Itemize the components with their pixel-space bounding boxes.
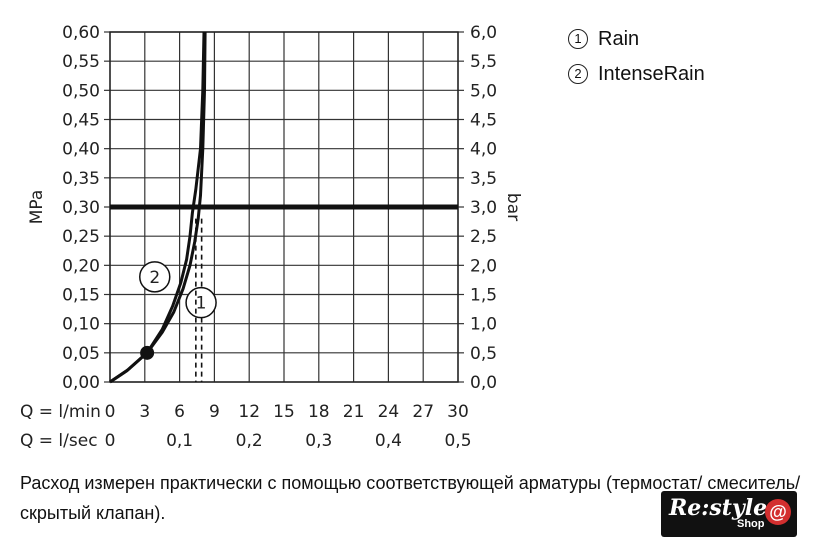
legend-label-rain: Rain: [598, 28, 640, 50]
y-left-tick-label: 0,55: [62, 52, 100, 72]
series-marker-circle-1: [185, 286, 217, 319]
legend-label-intenserain: IntenseRain: [598, 63, 705, 85]
y-right-tick-label: 4,5: [470, 111, 497, 131]
x-lsec-tick-label: 0: [105, 431, 116, 451]
y-left-axis-label: MPa: [27, 190, 47, 225]
x-lsec-tick-label: 0,4: [375, 431, 402, 451]
y-left-tick-label: 0,35: [62, 169, 100, 189]
legend-item-rain: 1 Rain: [568, 28, 639, 51]
y-right-tick-label: 2,0: [470, 256, 497, 276]
x-lsec-axis-label: Q = l/sec: [20, 431, 98, 451]
series-marker-label-1: 1: [196, 294, 207, 314]
y-right-tick-label: 1,5: [470, 286, 497, 306]
y-right-axis-label: bar: [503, 193, 523, 221]
x-lmin-tick-label: 30: [447, 402, 469, 422]
y-right-tick-label: 2,5: [470, 227, 497, 247]
series-marker-label-2: 2: [149, 268, 160, 288]
x-lsec-tick-label: 0,1: [166, 431, 193, 451]
legend-item-intenserain: 2 IntenseRain: [568, 63, 705, 86]
x-lsec-tick-label: 0,5: [444, 431, 471, 451]
logo-at-icon: @: [765, 499, 791, 525]
x-lmin-tick-label: 3: [139, 402, 150, 422]
y-right-tick-label: 6,0: [470, 23, 497, 43]
y-left-tick-label: 0,15: [62, 286, 100, 306]
x-lmin-axis-label: Q = l/min: [20, 402, 101, 422]
x-lmin-tick-label: 15: [273, 402, 295, 422]
y-left-tick-label: 0,05: [62, 344, 100, 364]
y-right-tick-label: 3,5: [470, 169, 497, 189]
y-right-tick-label: 3,0: [470, 198, 497, 218]
y-right-tick-label: 1,0: [470, 315, 497, 335]
y-left-tick-label: 0,50: [62, 81, 100, 101]
x-lsec-tick-label: 0,3: [305, 431, 332, 451]
y-left-tick-label: 0,60: [62, 23, 100, 43]
caption-text: Расход измерен практически с помощью соо…: [20, 473, 801, 523]
chart-series: [109, 31, 458, 384]
y-left-tick-label: 0,30: [62, 198, 100, 218]
y-right-tick-label: 5,0: [470, 81, 497, 101]
y-right-tick-label: 5,5: [470, 52, 497, 72]
logo-wordmark: Re:style: [669, 495, 768, 521]
restyle-shop-logo: Re:style Shop @: [661, 491, 797, 537]
x-lmin-tick-label: 24: [378, 402, 400, 422]
x-lsec-tick-label: 0,2: [236, 431, 263, 451]
x-lmin-tick-label: 6: [174, 402, 185, 422]
y-left-tick-label: 0,40: [62, 140, 100, 160]
pressure-flow-chart: 0,00 0,00,05 0,50,10 1,00,15 1,50,20 2,00,25 2…: [20, 23, 523, 451]
x-lmin-tick-label: 9: [209, 402, 220, 422]
x-lmin-tick-label: 21: [343, 402, 365, 422]
x-lmin-tick-label: 18: [308, 402, 330, 422]
junction-point: [140, 345, 155, 360]
y-left-tick-label: 0,20: [62, 256, 100, 276]
legend-marker-2: 2: [568, 64, 588, 84]
x-lmin-tick-label: 12: [238, 402, 260, 422]
y-right-tick-label: 0,0: [470, 373, 497, 393]
y-left-tick-label: 0,10: [62, 315, 100, 335]
series-marker-circle-2: [139, 261, 171, 293]
y-right-tick-label: 0,5: [470, 344, 497, 364]
logo-subtext: Shop: [737, 518, 765, 530]
chart-labels: 0,00 0,00,05 0,50,10 1,00,15 1,50,20 2,00,25 2…: [20, 23, 523, 451]
x-lmin-tick-label: 27: [412, 402, 434, 422]
x-lmin-tick-label: 0: [105, 402, 116, 422]
y-left-tick-label: 0,25: [62, 227, 100, 247]
y-right-tick-label: 4,0: [470, 140, 497, 160]
y-left-tick-label: 0,45: [62, 111, 100, 131]
y-left-tick-label: 0,00: [62, 373, 100, 393]
legend-marker-1: 1: [568, 29, 588, 49]
